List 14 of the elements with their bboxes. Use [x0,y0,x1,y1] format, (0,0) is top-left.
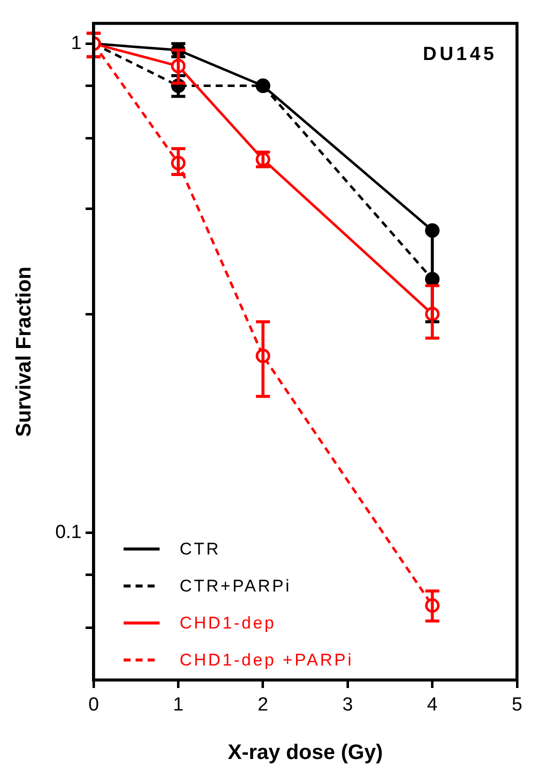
annotation: DU145 [422,44,497,66]
legend-label: CHD1-dep [180,614,276,633]
x-axis-title: X-ray dose (Gy) [228,741,383,764]
x-tick-label: 1 [173,694,184,716]
x-tick-label: 2 [258,694,268,716]
legend-label: CTR [180,540,221,559]
legend-label: CHD1-dep +PARPi [180,650,354,670]
x-tick-label: 3 [342,694,353,716]
x-tick-label: 5 [512,694,522,716]
y-axis-title: Survival Fraction [12,266,36,437]
legend-label: CTR+PARPi [180,576,292,596]
x-tick-label: 0 [88,694,99,716]
x-tick-label: 4 [427,694,438,716]
y-tick-label: 0.1 [55,522,82,543]
